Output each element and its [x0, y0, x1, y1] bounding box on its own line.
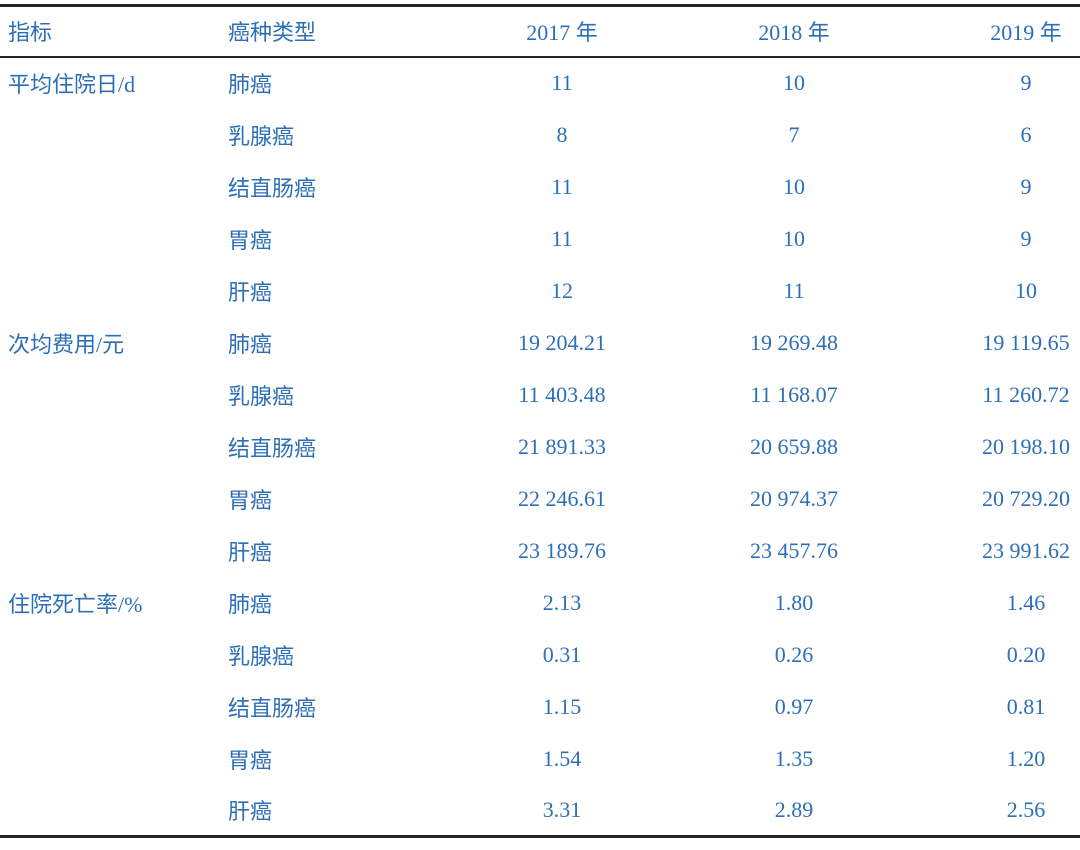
table-row: 肝癌 3.31 2.89 2.56 — [0, 785, 1080, 837]
value-2017: 1.54 — [542, 745, 582, 771]
value-2018: 10 — [783, 173, 805, 199]
value-2018: 20 974.37 — [750, 485, 838, 511]
table-row: 住院死亡率/% 肺癌 2.13 1.80 1.46 — [0, 577, 1080, 629]
value-2019: 23 991.62 — [982, 537, 1070, 563]
value-2017: 19 204.21 — [518, 329, 606, 355]
cancer-type-label: 胃癌 — [228, 227, 273, 253]
value-2017: 11 — [551, 173, 573, 199]
cancer-type-label: 结直肠癌 — [228, 175, 317, 201]
col-header-2018: 2018 年 — [758, 20, 830, 46]
value-2019: 1.20 — [1006, 745, 1046, 771]
indicator-cell-empty — [0, 785, 218, 837]
value-2018: 7 — [788, 121, 800, 147]
value-2017: 12 — [551, 277, 573, 303]
indicator-cell-empty — [0, 213, 218, 265]
value-2019: 11 260.72 — [982, 381, 1070, 407]
value-2019: 19 119.65 — [982, 329, 1070, 355]
value-2019: 2.56 — [1006, 796, 1046, 822]
value-2019: 0.81 — [1006, 693, 1046, 719]
value-2017: 23 189.76 — [518, 537, 606, 563]
cancer-type-label: 肝癌 — [228, 539, 273, 565]
value-2018: 1.35 — [774, 745, 814, 771]
table-row: 肝癌 12 11 10 — [0, 265, 1080, 317]
table-row: 乳腺癌 11 403.48 11 168.07 11 260.72 — [0, 369, 1080, 421]
value-2017: 11 — [551, 70, 573, 95]
indicator-cell-empty — [0, 161, 218, 213]
cancer-type-label: 肝癌 — [228, 798, 273, 824]
indicator-cell-empty — [0, 681, 218, 733]
value-2017: 1.15 — [542, 693, 582, 719]
cancer-indicator-table: 指标 癌种类型 2017 年 2018 年 2019 年 平均住院日/d 肺癌 … — [0, 4, 1080, 838]
value-2018: 0.97 — [774, 693, 814, 719]
cancer-type-label: 肺癌 — [228, 591, 273, 617]
table-row: 胃癌 11 10 9 — [0, 213, 1080, 265]
indicator-label: 住院死亡率/% — [8, 591, 143, 617]
indicator-cell-empty — [0, 629, 218, 681]
table-row: 乳腺癌 8 7 6 — [0, 109, 1080, 161]
indicator-label: 次均费用/元 — [8, 331, 125, 357]
col-header-cancer-type: 癌种类型 — [228, 20, 317, 46]
cancer-type-label: 乳腺癌 — [228, 643, 295, 669]
col-header-2019: 2019 年 — [990, 20, 1062, 46]
value-2018: 10 — [783, 70, 805, 95]
value-2017: 2.13 — [542, 589, 582, 615]
table-row: 肝癌 23 189.76 23 457.76 23 991.62 — [0, 525, 1080, 577]
value-2019: 6 — [1020, 121, 1032, 147]
value-2019: 10 — [1015, 277, 1037, 303]
value-2018: 23 457.76 — [750, 537, 838, 563]
value-2017: 21 891.33 — [518, 433, 606, 459]
value-2018: 2.89 — [774, 796, 814, 822]
cancer-type-label: 乳腺癌 — [228, 383, 295, 409]
value-2019: 20 729.20 — [982, 485, 1070, 511]
cancer-type-label: 结直肠癌 — [228, 435, 317, 461]
cancer-type-label: 肝癌 — [228, 279, 273, 305]
cancer-type-label: 乳腺癌 — [228, 123, 295, 149]
table-header-row: 指标 癌种类型 2017 年 2018 年 2019 年 — [0, 6, 1080, 57]
value-2017: 11 403.48 — [518, 381, 606, 407]
value-2019: 9 — [1020, 173, 1032, 199]
table-row: 胃癌 22 246.61 20 974.37 20 729.20 — [0, 473, 1080, 525]
value-2017: 11 — [551, 225, 573, 251]
value-2019: 9 — [1020, 225, 1032, 251]
value-2017: 8 — [556, 121, 568, 147]
cancer-type-label: 肺癌 — [228, 72, 273, 97]
cancer-type-label: 结直肠癌 — [228, 695, 317, 721]
table-row: 结直肠癌 11 10 9 — [0, 161, 1080, 213]
indicator-cell-empty — [0, 473, 218, 525]
indicator-cell-empty — [0, 265, 218, 317]
cancer-type-label: 肺癌 — [228, 331, 273, 357]
col-header-2017: 2017 年 — [526, 20, 598, 46]
indicator-cell-empty — [0, 369, 218, 421]
value-2019: 0.20 — [1006, 641, 1046, 667]
value-2019: 1.46 — [1006, 589, 1046, 615]
table-row: 结直肠癌 1.15 0.97 0.81 — [0, 681, 1080, 733]
indicator-cell-empty — [0, 109, 218, 161]
value-2018: 1.80 — [774, 589, 814, 615]
table-row: 平均住院日/d 肺癌 11 10 9 — [0, 57, 1080, 109]
value-2018: 19 269.48 — [750, 329, 838, 355]
indicator-cell-empty — [0, 421, 218, 473]
value-2019: 20 198.10 — [982, 433, 1070, 459]
col-header-indicator: 指标 — [8, 20, 53, 46]
table-row: 乳腺癌 0.31 0.26 0.20 — [0, 629, 1080, 681]
value-2018: 20 659.88 — [750, 433, 838, 459]
table-row: 次均费用/元 肺癌 19 204.21 19 269.48 19 119.65 — [0, 317, 1080, 369]
value-2018: 11 — [783, 277, 805, 303]
indicator-label: 平均住院日/d — [8, 72, 136, 97]
value-2017: 0.31 — [542, 641, 582, 667]
value-2017: 3.31 — [542, 796, 582, 822]
cancer-type-label: 胃癌 — [228, 747, 273, 773]
indicator-cell-empty — [0, 525, 218, 577]
value-2018: 10 — [783, 225, 805, 251]
value-2018: 0.26 — [774, 641, 814, 667]
cancer-type-label: 胃癌 — [228, 487, 273, 513]
value-2019: 9 — [1020, 70, 1032, 95]
indicator-cell-empty — [0, 733, 218, 785]
value-2018: 11 168.07 — [750, 381, 838, 407]
value-2017: 22 246.61 — [518, 485, 606, 511]
table-row: 胃癌 1.54 1.35 1.20 — [0, 733, 1080, 785]
table-row: 结直肠癌 21 891.33 20 659.88 20 198.10 — [0, 421, 1080, 473]
